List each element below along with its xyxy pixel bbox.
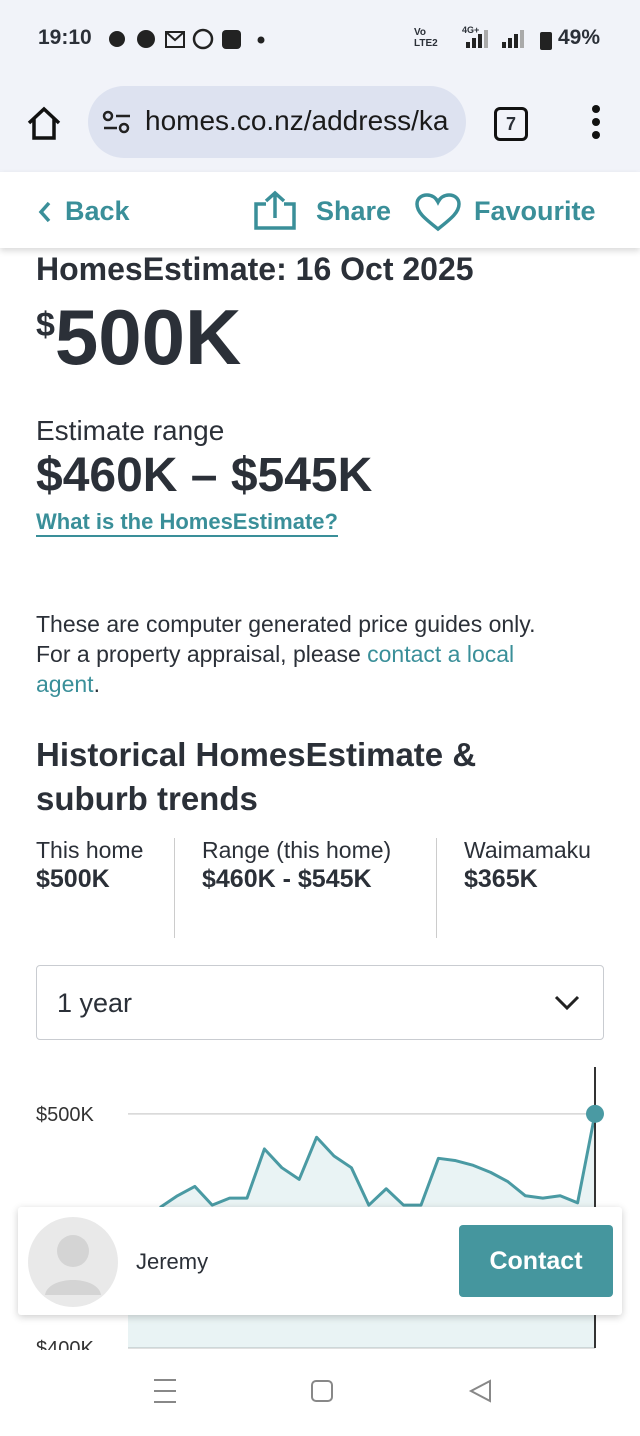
stat-value: $365K — [464, 865, 538, 893]
stat-value: $500K — [36, 865, 110, 893]
history-heading: Historical HomesEstimate & suburb trends — [36, 736, 477, 817]
estimate-title: HomesEstimate: 16 Oct 2025 — [36, 251, 474, 287]
battery: 49% — [558, 26, 601, 49]
tab-count[interactable]: 7 — [494, 107, 528, 141]
y-tick-label: $400K — [36, 1338, 94, 1350]
url-field[interactable]: homes.co.nz/address/ka — [88, 86, 466, 158]
share-icon[interactable] — [252, 190, 298, 232]
current-point — [586, 1104, 604, 1123]
estimate-value: $500K — [36, 292, 241, 383]
stat-label: Waimamaku — [464, 837, 591, 863]
back-link[interactable]: Back — [65, 196, 130, 226]
range-label: Estimate range — [36, 415, 225, 446]
agent-avatar — [28, 1217, 118, 1307]
period-select[interactable]: 1 year — [36, 965, 604, 1040]
clock: 19:10 — [38, 26, 92, 49]
amount: 500K — [54, 293, 242, 381]
line — [159, 1113, 597, 1209]
disclaimer-text: These are computer generated price guide… — [36, 611, 536, 667]
url: homes.co.nz/address/ka — [145, 105, 449, 136]
agent-name: Jeremy — [136, 1249, 209, 1274]
system-nav-icons — [154, 1379, 491, 1403]
stat-label: Range (this home) — [202, 837, 392, 863]
system-nav — [0, 1350, 640, 1431]
stat-suburb: Waimamaku $365K — [464, 836, 624, 894]
network-type: 4G+ — [462, 25, 480, 35]
share-link[interactable]: Share — [316, 196, 392, 226]
browser-bar: homes.co.nz/address/ka 7 — [0, 75, 640, 172]
notification-icons — [109, 28, 265, 50]
dropdown-icon — [554, 995, 580, 1011]
disclaimer-end: . — [93, 671, 100, 697]
favourite-link[interactable]: Favourite — [474, 196, 596, 226]
stat-this-home: This home $500K — [36, 836, 146, 894]
period-value: 1 year — [57, 988, 133, 1018]
lte: LTE2 — [414, 38, 438, 49]
divider — [436, 838, 437, 938]
site-info-icon[interactable] — [102, 110, 132, 136]
estimate-link[interactable]: What is the HomesEstimate? — [36, 509, 338, 537]
disclaimer: These are computer generated price guide… — [36, 609, 576, 699]
favourite-icon[interactable] — [414, 192, 462, 232]
stat-value: $460K - $545K — [202, 865, 372, 893]
network-label: Vo LTE2 — [414, 27, 438, 49]
agent-link[interactable]: contact a local agent — [36, 641, 515, 697]
contact-button[interactable]: Contact — [459, 1225, 613, 1297]
home-button[interactable] — [26, 105, 62, 141]
currency: $ — [36, 306, 55, 344]
stat-range: Range (this home) $460K - $545K — [202, 836, 412, 894]
signal-icons — [466, 30, 552, 50]
menu-button[interactable] — [588, 103, 604, 143]
volte: Vo — [414, 27, 427, 38]
status-bar: 19:10 Vo LTE2 4G+ 49% — [0, 0, 640, 75]
y-tick-label: $500K — [36, 1104, 94, 1126]
divider — [174, 838, 175, 938]
range-value: $460K – $545K — [36, 449, 373, 502]
stat-label: This home — [36, 837, 144, 863]
page-nav: Back Share Favourite — [0, 172, 640, 248]
agent-card: Jeremy Contact — [18, 1207, 622, 1315]
back-icon[interactable] — [36, 200, 54, 224]
